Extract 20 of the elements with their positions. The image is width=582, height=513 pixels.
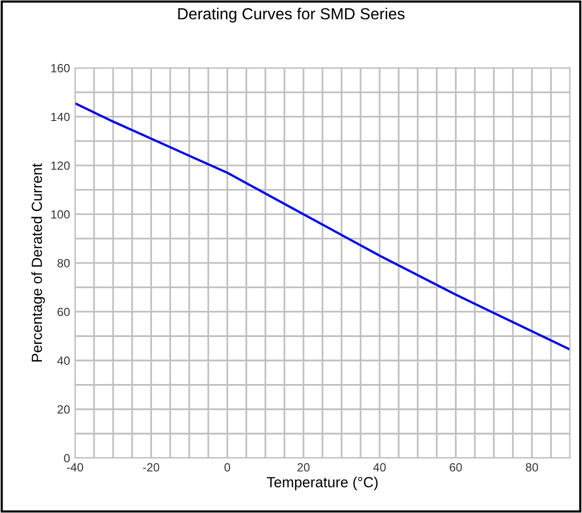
y-tick-label: 160 (51, 64, 70, 72)
x-tick-label: 60 (450, 463, 462, 472)
y-tick-label: 20 (58, 405, 70, 414)
x-tick-label: 0 (224, 463, 230, 472)
y-tick-label: 60 (58, 308, 70, 316)
x-tick-label: -20 (143, 463, 160, 472)
y-tick-label: 140 (51, 112, 70, 122)
y-tick-label: 120 (51, 161, 70, 170)
x-axis-title: Temperature (°C) (266, 476, 378, 490)
y-tick-label: 80 (58, 259, 70, 268)
line-series (75, 102, 570, 351)
y-tick-label: 40 (57, 356, 70, 365)
chart-title: Derating Curves for SMD Series (178, 8, 404, 23)
y-tick-label: 0 (64, 454, 70, 462)
x-tick-label: 80 (526, 463, 538, 472)
y-axis-title: Percentage of Derated Current (31, 163, 45, 362)
x-tick-label: 40 (373, 463, 386, 472)
x-tick-label: 20 (297, 463, 310, 472)
x-tick-label: -40 (66, 463, 84, 472)
y-tick-label: 100 (51, 210, 70, 219)
